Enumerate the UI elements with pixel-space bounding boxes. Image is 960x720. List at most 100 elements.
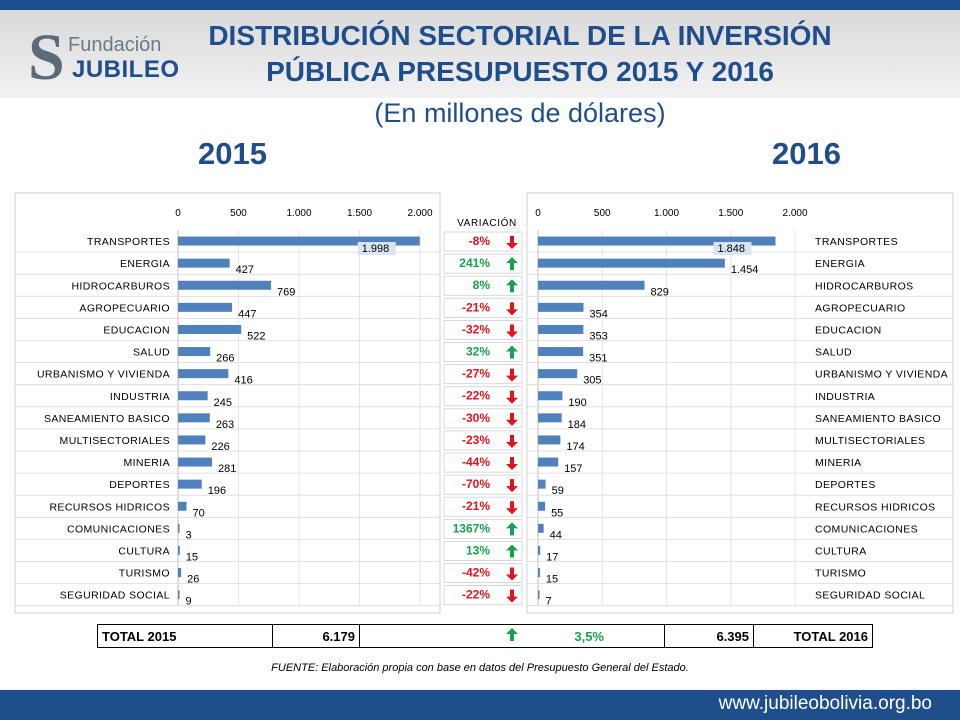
variation-cell	[443, 452, 523, 473]
chart-2016-bar	[538, 479, 546, 489]
chart-2016-data-label: 184	[568, 419, 586, 431]
chart-2015-category-label: SANEAMIENTO BASICO	[44, 413, 170, 425]
chart-2016-data-label: 1.454	[731, 264, 759, 276]
chart-2015-category-label: MINERIA	[123, 457, 170, 469]
total-2016-label: TOTAL 2016	[793, 628, 868, 644]
variation-cell	[443, 342, 523, 363]
chart-2016-data-label: 354	[589, 308, 607, 320]
chart-2016-bar	[538, 545, 541, 555]
variation-value: -27%	[462, 367, 490, 381]
variation-value: 1367%	[453, 521, 491, 535]
chart-2016-category-label: TURISMO	[815, 568, 866, 580]
chart-2016-bar	[538, 501, 546, 511]
chart-2015-data-label: 427	[236, 264, 254, 276]
chart-2016-category-label: ENERGIA	[815, 258, 865, 270]
chart-2016-bar	[538, 568, 540, 578]
chart-2015-bar	[178, 347, 211, 357]
chart-2015-category-label: SEGURIDAD SOCIAL	[60, 590, 170, 602]
subtitle: (En millones de dólares)	[374, 98, 666, 128]
chart-2016-category-label: MINERIA	[815, 457, 862, 469]
variation-cell	[443, 585, 523, 606]
chart-2015-bar	[178, 258, 230, 268]
arrow-down-icon	[506, 412, 518, 426]
chart-2016-tick-label: 1.500	[718, 208, 743, 219]
chart-2015-data-label: 281	[218, 463, 236, 475]
chart-2016-bar	[538, 369, 578, 379]
logo-text-top: Fundación	[68, 34, 162, 56]
fundacion-jubileo-logo: S Fundación JUBILEO	[28, 21, 179, 94]
page-title: DISTRIBUCIÓN SECTORIAL DE LA INVERSIÓN P…	[160, 18, 880, 90]
chart-2015-tick-label: 0	[175, 208, 181, 219]
footer-bar: www.jubileobolivia.org.bo	[0, 690, 960, 720]
chart-2016-data-label: 44	[550, 529, 562, 541]
chart-2015-bar	[178, 280, 272, 290]
variation-cell	[443, 474, 523, 495]
variation-value: -44%	[462, 455, 490, 469]
variation-header: VARIACIÓN	[457, 216, 517, 229]
chart-2015-data-label: 226	[211, 441, 229, 453]
chart-2016-category-label: SEGURIDAD SOCIAL	[815, 590, 925, 602]
chart-2016-data-label: 17	[546, 551, 558, 563]
chart-2015-tick-label: 2.000	[407, 208, 432, 219]
chart-2016-data-label-bg	[713, 242, 752, 256]
variation-cell	[443, 496, 523, 517]
chart-2015-data-label: 416	[234, 375, 252, 387]
chart-2016-bar	[538, 457, 559, 467]
total-variation-text: 3,5%	[574, 628, 604, 644]
total-2016-value: 6.395	[665, 625, 754, 647]
chart-2015-bar	[178, 324, 242, 334]
arrow-down-icon	[506, 324, 518, 338]
variation-cell	[443, 231, 523, 252]
chart-2015-data-label: 1.998	[362, 243, 390, 255]
chart-2016-category-label: SALUD	[815, 347, 852, 359]
variation-cell	[443, 518, 523, 539]
variation-cell	[443, 541, 523, 561]
chart-2016-category-label: SANEAMIENTO BASICO	[815, 413, 941, 425]
footer-url-link[interactable]: www.jubileobolivia.org.bo	[718, 693, 932, 714]
variation-value: 8%	[473, 278, 491, 292]
chart-2015-data-label: 3	[186, 529, 192, 541]
chart-2016-data-label: 353	[589, 330, 607, 342]
variation-value: -8%	[469, 234, 491, 248]
totals-table: TOTAL 2015 6.179 3,5% 6.395 TOTAL 2016	[97, 624, 873, 648]
variation-cell	[443, 275, 523, 296]
chart-2016-category-label: URBANISMO Y VIVIENDA	[815, 369, 948, 381]
variation-cell	[443, 364, 523, 385]
arrow-down-icon	[506, 501, 518, 515]
chart-2015-bar	[178, 435, 206, 445]
variation-cell	[443, 253, 523, 274]
source-note: FUENTE: Elaboración propia con base en d…	[271, 662, 689, 674]
chart-2016-data-label: 157	[564, 463, 582, 475]
chart-2016-bar	[538, 435, 561, 445]
chart-2016-bar	[538, 347, 584, 357]
chart-2015-data-label: 266	[216, 353, 234, 365]
variation-value: 32%	[466, 345, 490, 359]
chart-2015-data-label: 15	[186, 551, 198, 563]
chart-2015-bar	[178, 413, 210, 423]
chart-2016-bar	[538, 258, 725, 268]
chart-2016-data-label: 190	[568, 397, 586, 409]
variation-cell	[443, 297, 523, 318]
variation-cell	[443, 563, 523, 584]
arrow-down-icon	[506, 236, 518, 250]
chart-2016-data-label: 15	[546, 574, 558, 586]
variation-value: -21%	[462, 300, 490, 314]
arrow-down-icon	[506, 302, 518, 316]
variation-cell	[443, 430, 523, 451]
variation-value: -22%	[462, 588, 490, 602]
chart-2015-data-label: 9	[186, 596, 192, 608]
arrow-down-icon	[506, 390, 518, 404]
chart-2016-data-label: 7	[546, 596, 552, 608]
arrow-up-icon	[506, 279, 518, 293]
logo-mark-icon: S	[28, 21, 65, 94]
chart-2016-data-label: 59	[552, 485, 564, 497]
chart-2015-data-label: 263	[216, 419, 234, 431]
variation-value: -23%	[462, 433, 490, 447]
variation-value: 13%	[466, 543, 490, 557]
variation-cell	[443, 386, 523, 407]
chart-2015-category-label: EDUCACION	[103, 324, 170, 336]
chart-2015-category-label: HIDROCARBUROS	[71, 280, 170, 292]
chart-2015-bar	[178, 523, 180, 533]
title-line-2: PÚBLICA PRESUPUESTO 2015 Y 2016	[266, 56, 774, 87]
